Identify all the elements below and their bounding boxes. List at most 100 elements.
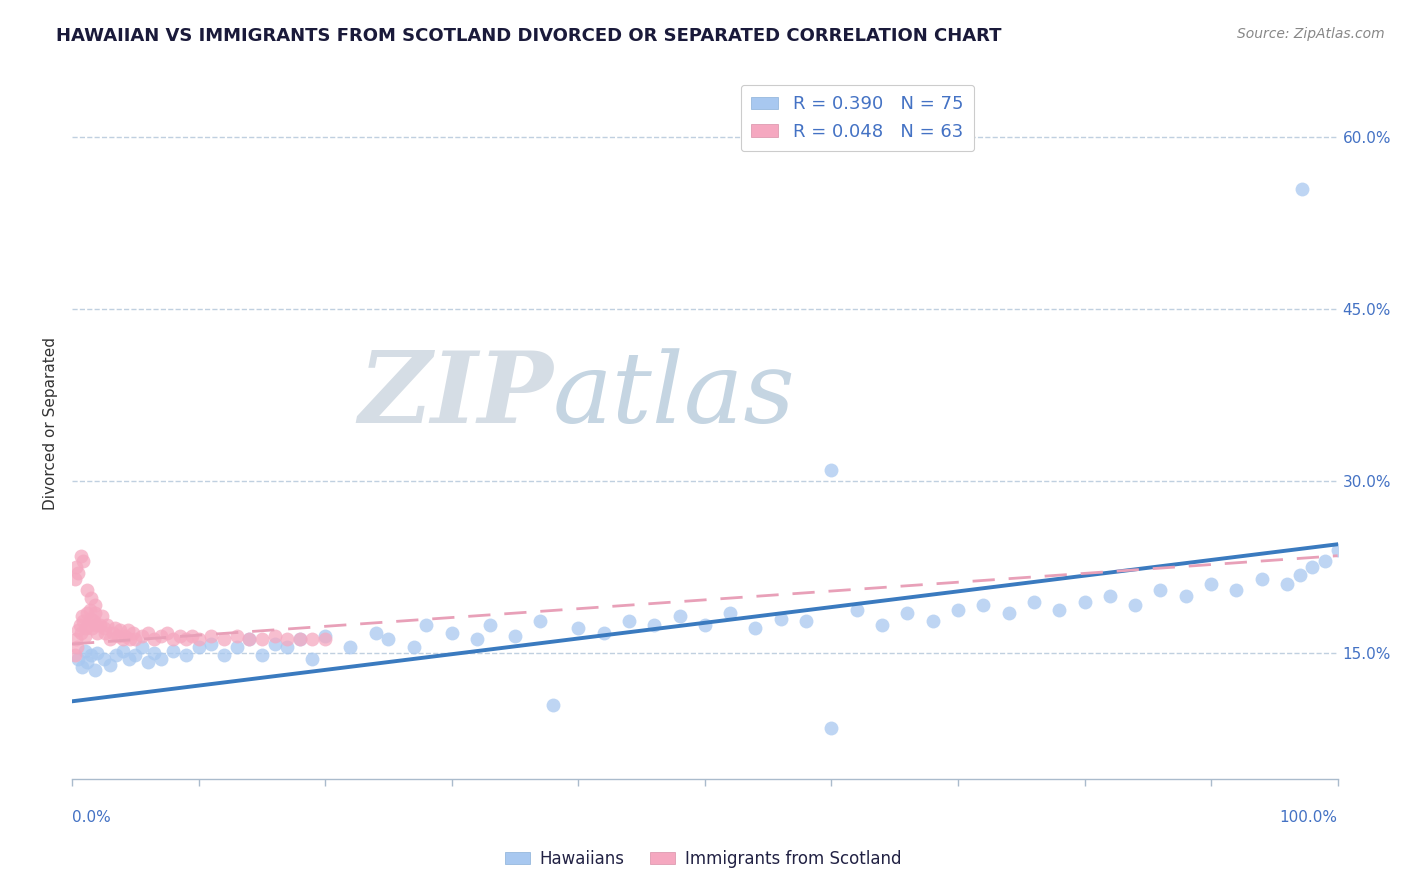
- Point: [946, 602, 969, 616]
- Point: [301, 652, 323, 666]
- Point: [94, 625, 117, 640]
- Point: [643, 617, 665, 632]
- Point: [592, 625, 614, 640]
- Point: [69, 617, 91, 632]
- Point: [131, 640, 153, 655]
- Point: [86, 646, 108, 660]
- Point: [503, 629, 526, 643]
- Point: [1073, 594, 1095, 608]
- Point: [63, 648, 86, 663]
- Point: [921, 614, 943, 628]
- Point: [769, 612, 792, 626]
- Point: [1047, 602, 1070, 616]
- Text: Source: ZipAtlas.com: Source: ZipAtlas.com: [1237, 27, 1385, 41]
- Point: [136, 625, 159, 640]
- Point: [101, 625, 124, 640]
- Point: [1326, 543, 1348, 558]
- Point: [76, 656, 98, 670]
- Point: [83, 606, 105, 620]
- Text: 100.0%: 100.0%: [1279, 810, 1337, 825]
- Point: [143, 646, 166, 660]
- Point: [162, 632, 184, 647]
- Point: [1149, 583, 1171, 598]
- Point: [276, 640, 298, 655]
- Point: [1174, 589, 1197, 603]
- Point: [76, 583, 98, 598]
- Point: [339, 640, 361, 655]
- Point: [79, 602, 101, 616]
- Point: [415, 617, 437, 632]
- Point: [108, 624, 131, 638]
- Point: [212, 632, 235, 647]
- Point: [238, 632, 260, 647]
- Legend: Hawaiians, Immigrants from Scotland: Hawaiians, Immigrants from Scotland: [498, 844, 908, 875]
- Point: [73, 644, 96, 658]
- Point: [83, 614, 105, 628]
- Point: [75, 621, 97, 635]
- Point: [314, 629, 336, 643]
- Point: [124, 632, 146, 647]
- Point: [1301, 560, 1323, 574]
- Point: [896, 606, 918, 620]
- Point: [1275, 577, 1298, 591]
- Legend: R = 0.390   N = 75, R = 0.048   N = 63: R = 0.390 N = 75, R = 0.048 N = 63: [741, 85, 974, 152]
- Point: [70, 609, 93, 624]
- Point: [76, 606, 98, 620]
- Point: [93, 652, 115, 666]
- Point: [567, 621, 589, 635]
- Point: [174, 648, 197, 663]
- Point: [156, 625, 179, 640]
- Point: [80, 648, 103, 663]
- Point: [1123, 598, 1146, 612]
- Point: [174, 632, 197, 647]
- Text: 0.0%: 0.0%: [72, 810, 111, 825]
- Point: [80, 591, 103, 606]
- Point: [794, 614, 817, 628]
- Point: [541, 698, 564, 712]
- Point: [86, 625, 108, 640]
- Point: [80, 612, 103, 626]
- Point: [972, 598, 994, 612]
- Point: [187, 640, 209, 655]
- Point: [67, 624, 90, 638]
- Point: [1199, 577, 1222, 591]
- Point: [187, 632, 209, 647]
- Point: [1225, 583, 1247, 598]
- Point: [301, 632, 323, 647]
- Point: [820, 463, 842, 477]
- Point: [98, 657, 121, 672]
- Point: [82, 621, 104, 635]
- Point: [288, 632, 311, 647]
- Point: [67, 566, 90, 580]
- Point: [70, 660, 93, 674]
- Point: [1288, 568, 1310, 582]
- Point: [845, 602, 868, 616]
- Point: [440, 625, 463, 640]
- Point: [402, 640, 425, 655]
- Point: [77, 617, 100, 632]
- Point: [668, 609, 690, 624]
- Point: [65, 560, 87, 574]
- Point: [72, 614, 94, 628]
- Point: [149, 652, 172, 666]
- Point: [83, 664, 105, 678]
- Point: [718, 606, 741, 620]
- Point: [83, 598, 105, 612]
- Point: [263, 629, 285, 643]
- Point: [117, 624, 139, 638]
- Point: [200, 637, 222, 651]
- Y-axis label: Divorced or Separated: Divorced or Separated: [44, 337, 58, 510]
- Text: ZIP: ZIP: [359, 347, 553, 443]
- Point: [478, 617, 501, 632]
- Point: [617, 614, 640, 628]
- Point: [111, 644, 134, 658]
- Point: [169, 629, 191, 643]
- Point: [107, 629, 129, 643]
- Point: [93, 621, 115, 635]
- Point: [162, 644, 184, 658]
- Text: HAWAIIAN VS IMMIGRANTS FROM SCOTLAND DIVORCED OR SEPARATED CORRELATION CHART: HAWAIIAN VS IMMIGRANTS FROM SCOTLAND DIV…: [56, 27, 1001, 45]
- Point: [136, 656, 159, 670]
- Point: [225, 629, 247, 643]
- Point: [73, 629, 96, 643]
- Point: [121, 625, 143, 640]
